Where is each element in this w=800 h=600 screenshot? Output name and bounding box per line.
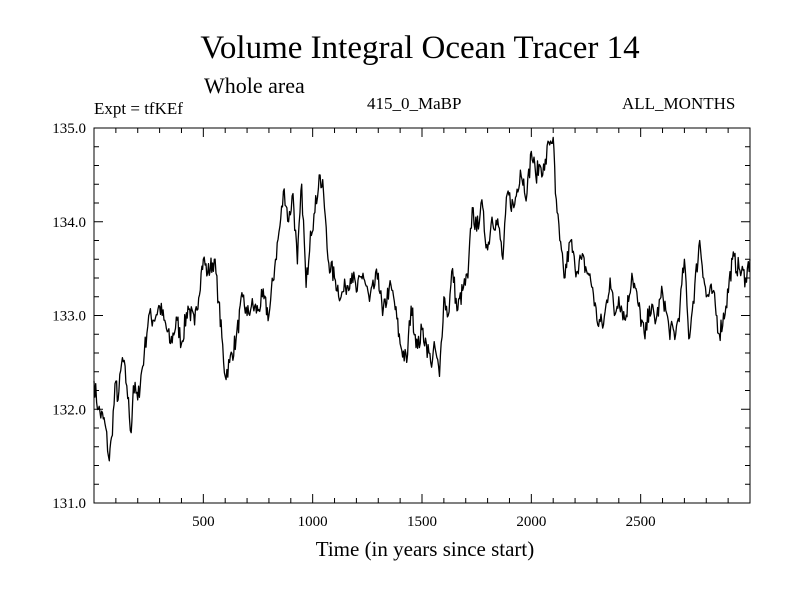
- series-group: [93, 136, 751, 462]
- y-tick-label: 134.0: [52, 215, 86, 231]
- x-tick-label: 1500: [407, 514, 437, 530]
- chart-title: Volume Integral Ocean Tracer 14: [200, 30, 640, 66]
- y-tick-label: 133.0: [52, 309, 86, 325]
- x-tick-label: 2500: [626, 514, 656, 530]
- plot-frame: [93, 127, 751, 504]
- axis-ticks: [94, 128, 750, 503]
- x-tick-label: 500: [192, 514, 215, 530]
- y-tick-label: 135.0: [52, 121, 86, 137]
- chart-subtitle: Whole area: [204, 73, 305, 98]
- y-tick-label: 132.0: [52, 402, 86, 418]
- period-label: 415_0_MaBP: [367, 94, 462, 113]
- x-tick-label: 1000: [298, 514, 328, 530]
- experiment-label: Expt = tfKEf: [94, 99, 183, 118]
- x-tick-label: 2000: [516, 514, 546, 530]
- y-tick-label: 131.0: [52, 496, 86, 512]
- series-line: [93, 136, 751, 462]
- x-axis-label: Time (in years since start): [315, 537, 535, 561]
- tick-labels: 500 1000 1500 2000 2500 131.0 132.0 133.0 134.0 1…: [52, 121, 655, 530]
- months-label: ALL_MONTHS: [622, 94, 736, 113]
